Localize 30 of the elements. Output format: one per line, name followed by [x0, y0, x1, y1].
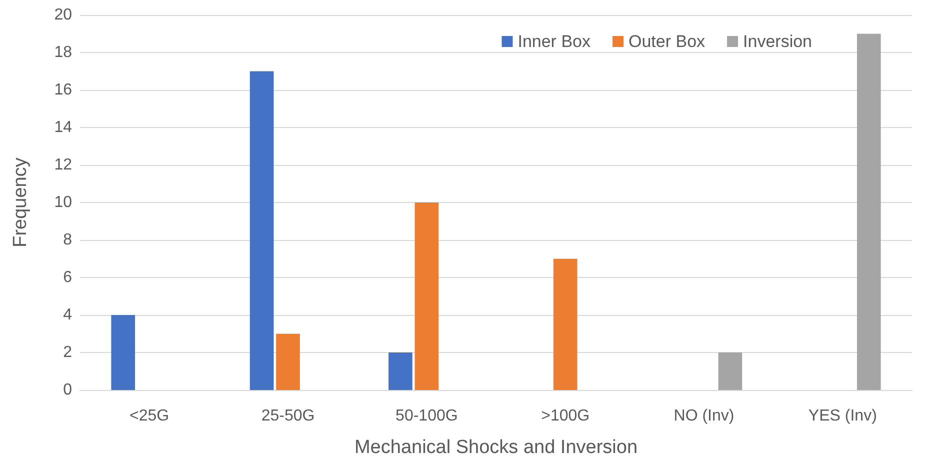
bar [553, 258, 578, 390]
y-tick-label: 4 [63, 306, 72, 324]
y-tick-label: 10 [54, 194, 72, 211]
legend-label: Outer Box [628, 32, 706, 51]
bar [414, 202, 439, 390]
bar [388, 352, 412, 390]
y-tick-label: 16 [54, 82, 72, 98]
y-tick-label: 12 [54, 156, 72, 174]
x-tick-label: >100G [541, 408, 590, 424]
y-tick-label: 20 [54, 6, 72, 24]
bar [856, 34, 881, 390]
y-tick-label: 14 [54, 119, 72, 136]
legend-label: Inversion [743, 32, 812, 51]
x-tick-label: YES (Inv) [808, 408, 877, 424]
y-tick-label: 8 [63, 232, 72, 248]
x-tick-label: NO (Inv) [674, 408, 734, 424]
x-tick-label: 25-50G [261, 408, 315, 424]
bar [718, 352, 742, 390]
legend-label: Inner Box [518, 32, 591, 51]
bar [250, 71, 274, 390]
bar [276, 334, 300, 390]
x-tick-label: 50-100G [396, 408, 458, 424]
y-tick-label: 0 [63, 382, 72, 398]
y-tick-label: 18 [54, 44, 72, 61]
bar [111, 315, 136, 390]
y-tick-label: 6 [63, 269, 72, 286]
x-tick-label: <25G [130, 408, 170, 424]
y-tick-label: 2 [63, 344, 72, 361]
y-axis-title: Frequency [10, 157, 31, 248]
x-axis-title: Mechanical Shocks and Inversion [354, 437, 638, 458]
